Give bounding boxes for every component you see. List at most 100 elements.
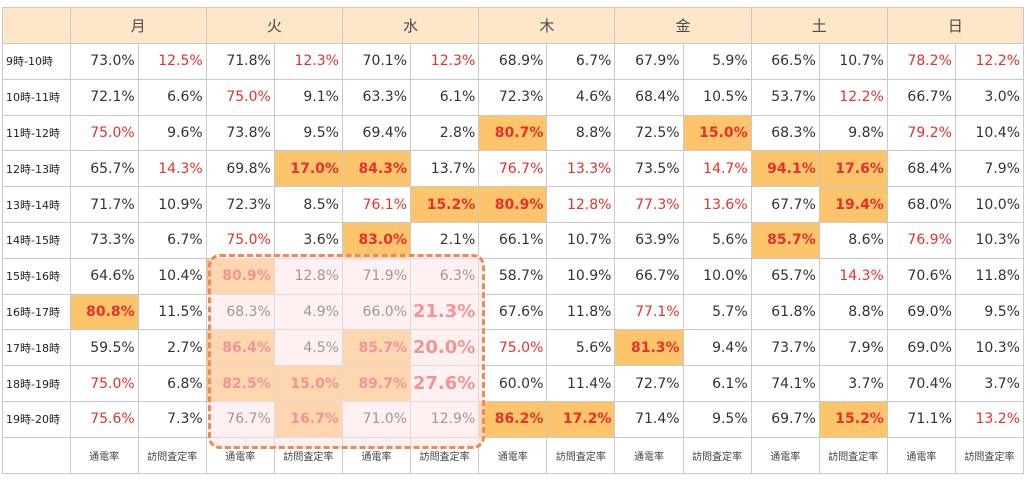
visit-rate-cell: 6.6%: [137, 78, 207, 116]
visit-rate-cell: 6.1%: [682, 365, 752, 402]
visit-rate-cell: 14.3%: [137, 150, 207, 188]
visit-rate-cell: 6.1%: [410, 78, 480, 116]
connect-rate-cell: 69.8%: [205, 150, 275, 188]
connect-rate-label: 通電率: [886, 436, 956, 474]
connect-rate-cell: 72.7%: [614, 365, 684, 402]
connect-rate-label: 通電率: [69, 436, 139, 474]
connect-rate-cell: 74.1%: [750, 365, 820, 402]
table-row: 14時-15時 73.3% 6.7% 75.0% 3.6% 83.0% 2.1% 66.1% 1…: [2, 221, 1024, 259]
weekday-hour-rate-table: 月火水木金土日 9時-10時 73.0% 12.5% 71.8% 12.3% 70.1% 1…: [2, 7, 1024, 474]
connect-rate-cell: 67.6%: [478, 293, 548, 331]
visit-rate-cell: 10.3%: [954, 221, 1024, 259]
connect-rate-cell: 61.8%: [750, 293, 820, 331]
connect-rate-cell: 66.0%: [341, 293, 412, 331]
table-row: 17時-18時 59.5% 2.7% 86.4% 4.5% 85.7% 20.0% 75.0%…: [2, 329, 1024, 367]
connect-rate-cell: 71.8%: [205, 43, 275, 80]
visit-rate-cell: 2.7%: [137, 329, 207, 367]
visit-rate-cell: 10.7%: [546, 221, 616, 259]
connect-rate-cell: 85.7%: [750, 221, 820, 259]
visit-rate-label: 訪問査定率: [273, 436, 343, 474]
visit-rate-cell: 6.8%: [137, 365, 207, 402]
connect-rate-cell: 53.7%: [750, 78, 820, 116]
connect-rate-cell: 73.8%: [205, 114, 275, 152]
visit-rate-cell: 14.3%: [818, 257, 888, 295]
visit-rate-label: 訪問査定率: [682, 436, 752, 474]
day-header: 日: [886, 7, 1024, 44]
time-slot-label: 18時-19時: [2, 365, 71, 402]
visit-rate-cell: 13.2%: [954, 400, 1024, 438]
visit-rate-label: 訪問査定率: [137, 436, 207, 474]
connect-rate-cell: 73.5%: [614, 150, 684, 188]
connect-rate-cell: 59.5%: [69, 329, 139, 367]
connect-rate-cell: 69.0%: [886, 329, 956, 367]
day-header-row: 月火水木金土日: [2, 7, 1024, 44]
visit-rate-cell: 27.6%: [410, 365, 480, 402]
visit-rate-cell: 11.5%: [137, 293, 207, 331]
visit-rate-label: 訪問査定率: [954, 436, 1024, 474]
visit-rate-cell: 3.7%: [954, 365, 1024, 402]
connect-rate-cell: 72.5%: [614, 114, 684, 152]
visit-rate-cell: 7.9%: [818, 329, 888, 367]
visit-rate-cell: 2.8%: [410, 114, 480, 152]
visit-rate-cell: 4.9%: [273, 293, 343, 331]
time-slot-label: 14時-15時: [2, 221, 71, 259]
connect-rate-cell: 68.4%: [886, 150, 956, 188]
visit-rate-cell: 9.4%: [682, 329, 752, 367]
visit-rate-cell: 17.0%: [273, 150, 343, 188]
visit-rate-cell: 10.7%: [818, 43, 888, 80]
time-slot-label: 11時-12時: [2, 114, 71, 152]
connect-rate-cell: 82.5%: [205, 365, 275, 402]
visit-rate-cell: 13.3%: [546, 150, 616, 188]
connect-rate-label: 通電率: [750, 436, 820, 474]
connect-rate-cell: 75.0%: [478, 329, 548, 367]
time-slot-label: 10時-11時: [2, 78, 71, 116]
connect-rate-cell: 66.7%: [886, 78, 956, 116]
connect-rate-cell: 68.4%: [614, 78, 684, 116]
connect-rate-cell: 85.7%: [341, 329, 412, 367]
connect-rate-label: 通電率: [341, 436, 412, 474]
connect-rate-cell: 67.9%: [614, 43, 684, 80]
visit-rate-cell: 7.9%: [954, 150, 1024, 188]
visit-rate-cell: 6.3%: [410, 257, 480, 295]
visit-rate-cell: 5.6%: [546, 329, 616, 367]
metric-label-row: 通電率 訪問査定率 通電率 訪問査定率 通電率 訪問査定率 通電率 訪問査定率 通電率 訪問査定率…: [2, 436, 1024, 474]
visit-rate-cell: 12.2%: [954, 43, 1024, 80]
visit-rate-cell: 9.5%: [682, 400, 752, 438]
day-header: 土: [750, 7, 888, 44]
connect-rate-cell: 86.4%: [205, 329, 275, 367]
table-row: 10時-11時 72.1% 6.6% 75.0% 9.1% 63.3% 6.1% 72.3% 4…: [2, 78, 1024, 116]
visit-rate-cell: 12.8%: [546, 186, 616, 223]
visit-rate-cell: 4.6%: [546, 78, 616, 116]
table-row: 9時-10時 73.0% 12.5% 71.8% 12.3% 70.1% 12.3% 68.9…: [2, 43, 1024, 80]
visit-rate-cell: 5.9%: [682, 43, 752, 80]
connect-rate-cell: 76.9%: [886, 221, 956, 259]
connect-rate-cell: 60.0%: [478, 365, 548, 402]
time-slot-label: 13時-14時: [2, 186, 71, 223]
connect-rate-cell: 75.0%: [69, 114, 139, 152]
connect-rate-cell: 83.0%: [341, 221, 412, 259]
visit-rate-cell: 13.7%: [410, 150, 480, 188]
connect-rate-cell: 77.1%: [614, 293, 684, 331]
connect-rate-cell: 69.7%: [750, 400, 820, 438]
connect-rate-cell: 64.6%: [69, 257, 139, 295]
connect-rate-cell: 94.1%: [750, 150, 820, 188]
connect-rate-cell: 75.0%: [69, 365, 139, 402]
connect-rate-cell: 80.8%: [69, 293, 139, 331]
connect-rate-cell: 65.7%: [69, 150, 139, 188]
visit-rate-cell: 14.7%: [682, 150, 752, 188]
time-slot-label: 15時-16時: [2, 257, 71, 295]
visit-rate-cell: 3.7%: [818, 365, 888, 402]
visit-rate-cell: 8.5%: [273, 186, 343, 223]
connect-rate-cell: 79.2%: [886, 114, 956, 152]
connect-rate-cell: 75.0%: [205, 78, 275, 116]
visit-rate-cell: 10.0%: [954, 186, 1024, 223]
table-row: 15時-16時 64.6% 10.4% 80.9% 12.8% 71.9% 6.3% 58.7…: [2, 257, 1024, 295]
connect-rate-cell: 68.3%: [750, 114, 820, 152]
visit-rate-cell: 10.9%: [137, 186, 207, 223]
visit-rate-cell: 8.6%: [818, 221, 888, 259]
time-slot-label: 9時-10時: [2, 43, 71, 80]
connect-rate-cell: 68.0%: [886, 186, 956, 223]
connect-rate-cell: 80.9%: [478, 186, 548, 223]
visit-rate-cell: 13.6%: [682, 186, 752, 223]
connect-rate-cell: 77.3%: [614, 186, 684, 223]
